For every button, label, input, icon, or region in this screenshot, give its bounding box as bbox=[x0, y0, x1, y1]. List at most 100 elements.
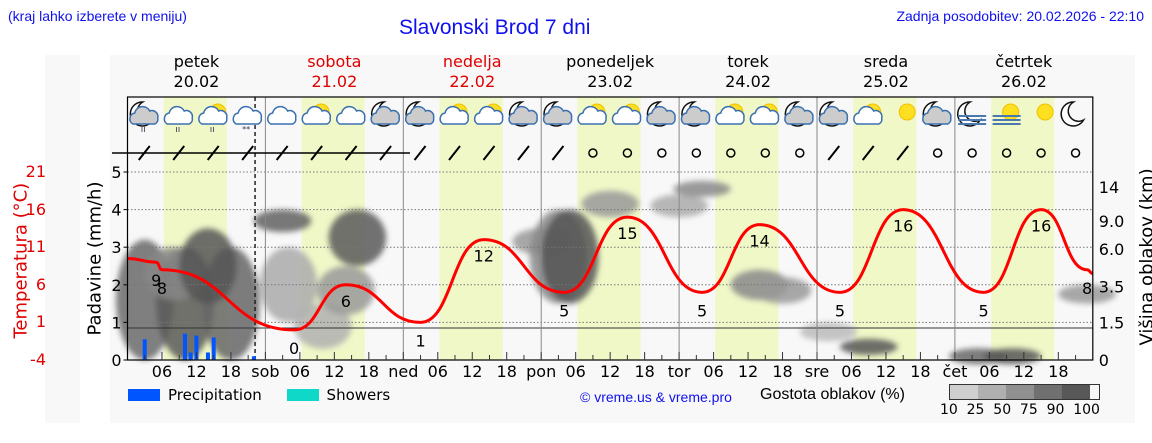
density-tick: 90 bbox=[1046, 402, 1065, 418]
night-cloud-icon bbox=[922, 101, 952, 127]
svg-text:9.0: 9.0 bbox=[1099, 212, 1124, 231]
precipitation-bar bbox=[188, 352, 193, 360]
wind-barb-icon bbox=[517, 145, 530, 161]
sun-fog-icon bbox=[992, 103, 1021, 125]
day-name: sobota bbox=[307, 52, 362, 71]
wind-barb-icon bbox=[310, 145, 323, 161]
temperature-value-label: 5 bbox=[697, 301, 707, 320]
calm-wind-icon bbox=[1001, 148, 1012, 158]
moon-icon bbox=[1060, 101, 1086, 127]
calm-wind-icon bbox=[760, 148, 771, 158]
density-swatch bbox=[978, 385, 1006, 399]
precipitation-bar bbox=[142, 339, 147, 360]
temperature-tick: 21 bbox=[25, 162, 46, 181]
cloud-density-scale: 10 25 50 75 90 100 bbox=[940, 384, 1100, 418]
sun-icon bbox=[898, 103, 916, 121]
sun-small-cloud-icon bbox=[611, 103, 642, 125]
calm-wind-icon bbox=[932, 148, 943, 158]
day-name: četrtek bbox=[995, 52, 1053, 71]
x-tick-label: 18 bbox=[359, 362, 379, 381]
density-tick: 25 bbox=[966, 402, 985, 418]
legend: Precipitation Showers bbox=[128, 386, 410, 404]
wind-barb-icon bbox=[896, 145, 909, 161]
x-tick-label: tor bbox=[668, 362, 691, 381]
temperature-tick: 16 bbox=[25, 199, 46, 219]
wind-barb-icon bbox=[827, 145, 841, 161]
night-cloud-icon bbox=[784, 101, 814, 127]
temperature-axis-panel bbox=[45, 55, 80, 423]
sun-cloud-icon bbox=[853, 103, 883, 125]
temperature-tick: 11 bbox=[25, 237, 46, 257]
calm-wind-icon bbox=[967, 148, 977, 158]
svg-text:ıı: ıı bbox=[175, 125, 180, 135]
density-ticks: 10 25 50 75 90 100 bbox=[940, 402, 1100, 418]
night-cloud-rain-icon: ıı bbox=[129, 101, 159, 135]
calm-wind-icon bbox=[795, 148, 805, 158]
svg-text:ıı: ıı bbox=[210, 125, 215, 135]
x-tick-label: 12 bbox=[1014, 362, 1034, 381]
precipitation-bar bbox=[251, 356, 256, 360]
calm-wind-icon bbox=[691, 148, 702, 158]
x-tick-label: 18 bbox=[221, 362, 241, 381]
legend-showers: Showers bbox=[286, 386, 390, 404]
weather-icons-row: ıı ıı ıı ** bbox=[129, 101, 1086, 135]
density-colorbar bbox=[949, 384, 1100, 400]
cloud-density-field bbox=[116, 180, 1116, 365]
cloud-snow-icon: ** bbox=[232, 105, 263, 134]
sun-cloud-icon bbox=[749, 103, 780, 125]
calm-wind-icon bbox=[588, 148, 598, 158]
day-date: 20.02 bbox=[173, 72, 220, 91]
sun-small-cloud-icon bbox=[439, 103, 469, 125]
svg-text:0: 0 bbox=[111, 351, 121, 370]
sun-icon bbox=[1036, 103, 1054, 121]
sun-cloud-icon bbox=[577, 103, 607, 125]
density-swatch bbox=[1062, 385, 1090, 399]
grid-lines bbox=[127, 97, 1093, 360]
x-tick-label: 06 bbox=[565, 362, 585, 381]
temperature-value-label: 0 bbox=[289, 339, 299, 358]
day-name: ponedeljek bbox=[566, 52, 655, 71]
x-tick-label: 12 bbox=[186, 362, 206, 381]
svg-text:6.0: 6.0 bbox=[1099, 240, 1124, 259]
night-cloud-icon bbox=[818, 101, 849, 127]
density-tick: 100 bbox=[1073, 402, 1100, 418]
temperature-value-label: 12 bbox=[474, 247, 494, 266]
day-date: 21.02 bbox=[311, 72, 358, 91]
wind-barbs-row bbox=[112, 145, 1081, 161]
day-date: 26.02 bbox=[1000, 72, 1047, 91]
x-tick-label: 12 bbox=[324, 362, 344, 381]
density-tick: 75 bbox=[1019, 402, 1038, 418]
density-swatch bbox=[1006, 385, 1034, 399]
daylight-band bbox=[991, 97, 1055, 360]
temperature-value-label: 16 bbox=[893, 217, 913, 236]
copyright-link[interactable]: © vreme.us & vreme.pro bbox=[580, 389, 732, 405]
x-tick-label: 12 bbox=[738, 362, 758, 381]
temperature-tick: 6 bbox=[35, 274, 46, 294]
calm-wind-icon bbox=[622, 148, 633, 158]
wind-barb-icon bbox=[172, 145, 185, 161]
wind-barb-icon bbox=[551, 145, 565, 161]
day-date: 22.02 bbox=[449, 72, 496, 91]
x-tick-label: 12 bbox=[876, 362, 896, 381]
region-hint-link[interactable]: (kraj lahko izberete v meniju) bbox=[8, 8, 187, 24]
x-tick-label: 18 bbox=[634, 362, 654, 381]
day-date: 25.02 bbox=[863, 72, 909, 91]
day-header-2: nedelja 22.02 bbox=[402, 52, 542, 92]
daylight-band bbox=[439, 97, 503, 360]
cloud-density-title: Gostota oblakov (%) bbox=[760, 386, 905, 403]
wind-barb-icon bbox=[861, 145, 875, 161]
precipitation-bar bbox=[211, 337, 216, 360]
svg-text:0: 0 bbox=[1099, 351, 1109, 370]
night-cloud-icon bbox=[542, 101, 573, 127]
x-tick-label: 12 bbox=[600, 362, 620, 381]
temperature-value-label: 15 bbox=[617, 224, 637, 243]
temperature-value-label: 8 bbox=[1082, 279, 1092, 298]
legend-precipitation: Precipitation bbox=[128, 386, 262, 404]
density-swatch bbox=[1034, 385, 1062, 399]
x-tick-label: čet bbox=[942, 362, 967, 381]
wind-barb-icon bbox=[344, 145, 358, 161]
precipitation-swatch bbox=[128, 389, 160, 401]
cloud-icon bbox=[267, 105, 297, 125]
